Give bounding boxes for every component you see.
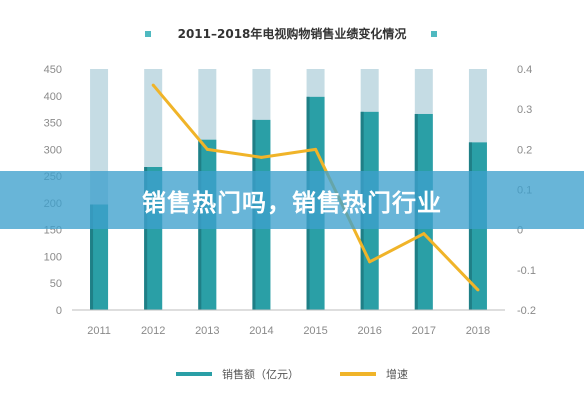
bar-shade xyxy=(90,204,94,310)
chart-title-group: 2011–2018年电视购物销售业绩变化情况 xyxy=(145,26,437,41)
x-tick-label: 2018 xyxy=(466,325,490,337)
title-marker-right xyxy=(431,31,437,37)
growth-point xyxy=(151,83,155,87)
y-left-tick-label: 50 xyxy=(50,278,62,290)
growth-point xyxy=(259,155,263,159)
y-right-tick-label: 0 xyxy=(517,225,523,237)
x-tick-label: 2014 xyxy=(249,325,273,337)
title-marker-left xyxy=(145,31,151,37)
y-right-tick-label: 0.4 xyxy=(517,64,532,76)
y-left-tick-label: 450 xyxy=(44,64,62,76)
growth-point xyxy=(205,147,209,151)
line-series xyxy=(151,83,480,292)
x-tick-label: 2013 xyxy=(195,325,219,337)
y-left-tick-label: 350 xyxy=(44,118,62,130)
y-left-tick-label: 100 xyxy=(44,251,62,263)
x-tick-label: 2011 xyxy=(87,325,111,337)
x-tick-label: 2012 xyxy=(141,325,165,337)
y-left-tick-label: 400 xyxy=(44,91,62,103)
legend-line-label: 增速 xyxy=(386,367,408,381)
y-right-tick-label: 0.3 xyxy=(517,104,532,116)
y-left-tick-label: 300 xyxy=(44,144,62,156)
chart-title: 2011–2018年电视购物销售业绩变化情况 xyxy=(178,26,407,41)
legend-bar-swatch xyxy=(176,372,212,376)
y-right-tick-label: -0.1 xyxy=(517,265,536,277)
x-tick-label: 2016 xyxy=(357,325,381,337)
bar xyxy=(90,204,109,310)
legend-line-swatch xyxy=(340,372,376,376)
y-right-tick-label: 0.2 xyxy=(517,144,532,156)
legend-bar-label: 销售额（亿元） xyxy=(222,367,299,381)
growth-point xyxy=(314,147,318,151)
growth-point xyxy=(476,288,480,292)
y-left-tick-label: 0 xyxy=(56,305,62,317)
bar-shade xyxy=(144,167,148,310)
legend: 销售额（亿元） 增速 xyxy=(176,367,408,381)
growth-point xyxy=(422,232,426,236)
banner-text: 销售热门吗，销售热门行业 xyxy=(142,188,442,217)
growth-point xyxy=(368,260,372,264)
y-right-tick-label: -0.2 xyxy=(517,305,536,317)
x-tick-label: 2015 xyxy=(303,325,327,337)
x-tick-label: 2017 xyxy=(412,325,436,337)
headline-banner: 销售热门吗，销售热门行业 xyxy=(0,171,584,229)
x-axis: 2011 2012 2013 2014 2015 2016 2017 2018 xyxy=(72,309,505,337)
